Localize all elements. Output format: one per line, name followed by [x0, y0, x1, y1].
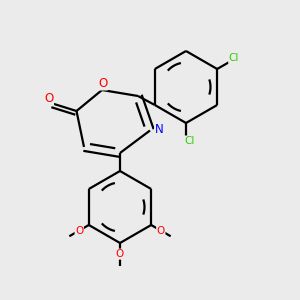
Text: Cl: Cl — [229, 53, 239, 63]
Text: O: O — [116, 249, 124, 259]
Text: O: O — [75, 226, 83, 236]
Text: O: O — [98, 77, 107, 90]
Text: O: O — [44, 92, 53, 105]
Text: Cl: Cl — [184, 136, 195, 146]
Text: O: O — [157, 226, 165, 236]
Text: N: N — [154, 122, 164, 136]
